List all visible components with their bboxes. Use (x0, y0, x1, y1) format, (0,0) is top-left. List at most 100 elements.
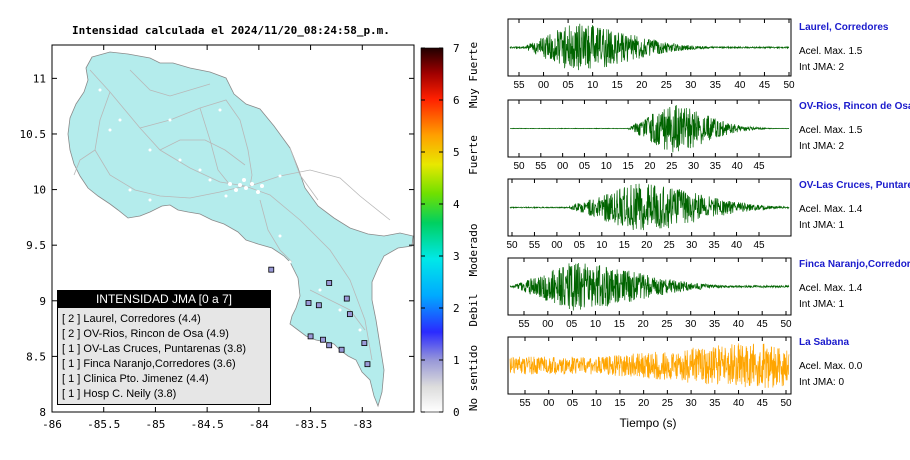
colorbar-tick-label: 6 (453, 94, 460, 107)
map-x-tick-label: -84.5 (191, 418, 224, 431)
colorbar-labels: Muy Fuerte Fuerte Moderado Debil No sentido (467, 42, 480, 411)
waveform-tick-label: 30 (685, 319, 697, 330)
waveform-tick-label: 20 (641, 240, 653, 251)
station-name: La Sabana (799, 337, 850, 348)
station-markers (268, 266, 371, 368)
station-info-ov-rios: OV-Rios, Rincon de Osa Acel. Max. 1.5 In… (799, 101, 910, 152)
waveform-panel: 50 55 00 05 10 15 20 25 30 35 40 45 (507, 99, 792, 172)
waveform-xlabel: Tiempo (s) (620, 416, 677, 430)
station-name: Finca Naranjo,Corredores (799, 259, 910, 270)
waveform-tick-label: 55 (513, 80, 525, 91)
waveform-trace (509, 183, 790, 231)
station-jma: Int JMA: 2 (799, 62, 845, 73)
waveform-tick-label: 10 (587, 80, 599, 91)
station-jma: Int JMA: 1 (799, 220, 845, 231)
station-name: OV-Rios, Rincon de Osa (799, 101, 910, 112)
station-marker (361, 340, 368, 346)
waveform-tick-label: 50 (780, 398, 792, 409)
station-marker (364, 361, 371, 368)
station-jma: Int JMA: 0 (799, 377, 845, 388)
map-x-tick-label: -85.5 (87, 418, 120, 431)
waveform-tick-label: 50 (513, 161, 525, 172)
waveform-tick-label: 45 (757, 319, 769, 330)
waveform-tick-label: 15 (614, 398, 626, 409)
waveform-tick-label: 00 (538, 80, 550, 91)
colorbar-label: Fuerte (467, 135, 480, 175)
waveform-tick-label: 20 (644, 161, 656, 172)
colorbar-label: No sentido (467, 345, 480, 411)
waveform-tick-label: 00 (542, 319, 554, 330)
map-x-tick-label: -86 (42, 418, 62, 431)
station-info-ov-las-cruces: OV-Las Cruces, Puntarenas Acel. Max. 1.4… (799, 180, 910, 231)
waveform-trace (509, 262, 790, 311)
waveform-tick-label: 45 (757, 398, 769, 409)
waveform-tick-label: 05 (563, 80, 575, 91)
waveform-tick-label: 00 (557, 161, 569, 172)
waveform-tick-label: 40 (732, 161, 744, 172)
colorbar-tick-label: 3 (453, 250, 460, 263)
waveform-tick-label: 40 (734, 80, 746, 91)
station-jma: Int JMA: 2 (799, 141, 845, 152)
map-axes: -86 -85.5 -85 -84.5 -84 -83.5 -83 11 10.5 10 9.5 9 8… (20, 45, 414, 431)
map-x-tick-label: -83.5 (294, 418, 327, 431)
station-marker (268, 266, 275, 273)
station-marker (320, 336, 326, 343)
station-marker (338, 346, 345, 353)
waveform-tick-label: 25 (661, 80, 673, 91)
waveform-tick-label: 20 (638, 319, 650, 330)
legend-item: [ 1 ] Finca Naranjo,Corredores (3.6) (62, 358, 236, 370)
map-y-tick-label: 11 (33, 72, 46, 85)
waveform-tick-label: 15 (623, 161, 635, 172)
waveform-tick-label: 25 (666, 161, 678, 172)
station-accel: Acel. Max. 1.4 (799, 283, 863, 294)
waveform-tick-label: 55 (529, 240, 541, 251)
map-y-tick-label: 10 (33, 184, 46, 197)
waveform-tick-label: 20 (638, 398, 650, 409)
waveform-tick-label: 25 (661, 319, 673, 330)
waveform-tick-label: 55 (535, 161, 547, 172)
station-marker (326, 280, 333, 286)
waveform-tick-label: 10 (590, 319, 602, 330)
legend-title: INTENSIDAD JMA [0 a 7] (58, 291, 270, 308)
station-info-la-sabana: La Sabana Acel. Max. 0.0 Int JMA: 0 (799, 337, 910, 388)
station-info-laurel: Laurel, Corredores Acel. Max. 1.5 Int JM… (799, 22, 910, 73)
station-info-finca-naranjo: Finca Naranjo,Corredores Acel. Max. 1.4 … (799, 259, 910, 310)
colorbar-label: Debil (467, 293, 480, 326)
station-marker (315, 302, 322, 309)
waveform-tick-label: 45 (759, 80, 771, 91)
waveform-tick-label: 40 (733, 398, 745, 409)
map-y-tick-label: 10.5 (20, 128, 47, 141)
station-marker (343, 295, 350, 302)
waveform-tick-label: 35 (709, 319, 721, 330)
station-marker (326, 342, 333, 349)
waveform-tick-label: 15 (614, 319, 626, 330)
station-accel: Acel. Max. 1.5 (799, 125, 863, 136)
station-accel: Acel. Max. 1.5 (799, 46, 863, 57)
colorbar-ticks: 7 6 5 4 3 2 1 0 (421, 42, 460, 419)
map-y-tick-label: 9 (39, 295, 46, 308)
legend-item: [ 1 ] Hosp C. Neily (3.8) (62, 388, 177, 400)
waveform-trace (509, 343, 790, 388)
colorbar-label: Moderado (467, 224, 480, 277)
intensity-legend: INTENSIDAD JMA [0 a 7] [ 2 ] Laurel, Cor… (57, 290, 271, 405)
station-marker (307, 333, 314, 340)
waveform-tick-label: 00 (551, 240, 563, 251)
station-accel: Acel. Max. 1.4 (799, 204, 863, 215)
legend-item: [ 2 ] OV-Rios, Rincon de Osa (4.9) (62, 328, 229, 340)
waveform-panels: 55 00 05 10 15 20 25 30 35 40 45 50 50 55 00 05 10 15 20 25… (506, 18, 795, 409)
waveform-tick-label: 05 (579, 161, 591, 172)
map-y-tick-label: 8 (39, 406, 46, 419)
map-x-tick-label: -84 (249, 418, 269, 431)
station-accel: Acel. Max. 0.0 (799, 361, 863, 372)
station-jma: Int JMA: 1 (799, 299, 845, 310)
waveform-panel: 50 55 00 05 10 15 20 25 30 35 40 45 (506, 178, 792, 251)
waveform-tick-label: 35 (710, 80, 722, 91)
map-y-tick-label: 8.5 (26, 350, 46, 363)
colorbar-tick-label: 7 (453, 42, 460, 55)
waveform-tick-label: 50 (506, 240, 518, 251)
waveform-tick-label: 30 (688, 161, 700, 172)
waveform-tick-label: 35 (710, 161, 722, 172)
waveform-tick-label: 30 (685, 80, 697, 91)
colorbar-tick-label: 4 (453, 198, 460, 211)
